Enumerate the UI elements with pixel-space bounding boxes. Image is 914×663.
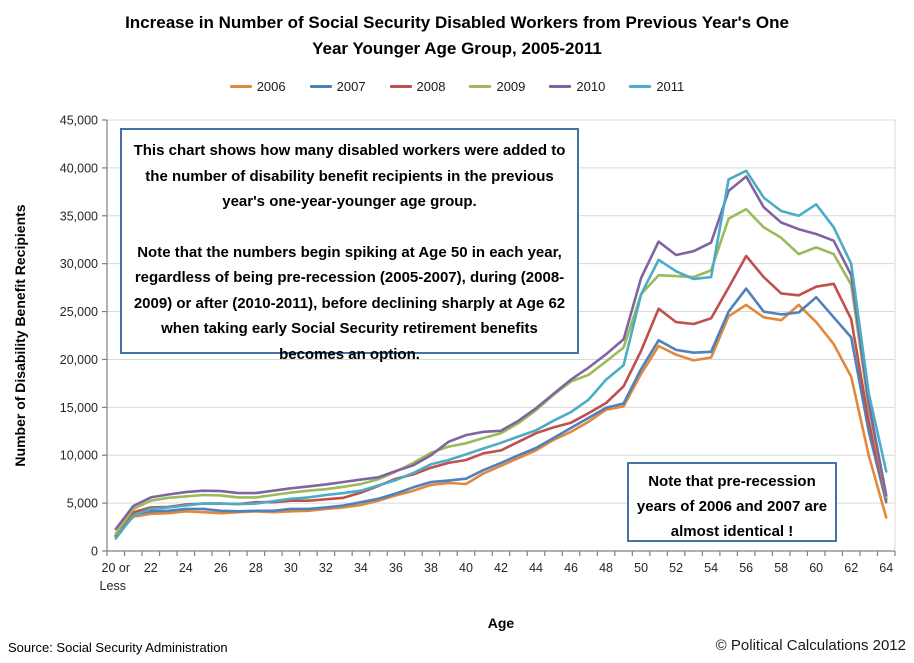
- x-tick-label-60: 60: [809, 561, 823, 575]
- x-tick-label-38: 38: [424, 561, 438, 575]
- legend-swatch-2006: [229, 85, 252, 88]
- legend-swatch-2010: [549, 85, 572, 88]
- x-tick-label-54: 54: [704, 561, 718, 575]
- legend-swatch-2011: [629, 85, 652, 88]
- y-tick-label-10000: 10,000: [60, 449, 98, 463]
- x-tick-label-40: 40: [459, 561, 473, 575]
- y-tick-label-30000: 30,000: [60, 257, 98, 271]
- y-axis-title: Number of Disability Benefit Recipients: [12, 204, 28, 466]
- x-tick-label-62: 62: [844, 561, 858, 575]
- x-tick-label-50: 50: [634, 561, 648, 575]
- legend-swatch-2008: [389, 85, 412, 88]
- legend-item-2009: 2009: [469, 79, 525, 94]
- y-tick-label-35000: 35,000: [60, 209, 98, 223]
- x-tick-label-30: 30: [284, 561, 298, 575]
- annotation-box-secondary: Note that pre-recession years of 2006 an…: [627, 462, 837, 542]
- annotation-main-paragraph-1: This chart shows how many disabled worke…: [133, 142, 566, 210]
- x-tick-label-20-or-less: 20 or: [102, 561, 131, 575]
- x-tick-label-52: 52: [669, 561, 683, 575]
- legend-swatch-2009: [469, 85, 492, 88]
- chart-title-line2: Year Younger Age Group, 2005-2011: [312, 39, 602, 58]
- legend-item-2007: 2007: [309, 79, 366, 94]
- series-line-2007: [114, 287, 888, 538]
- y-tick-label-40000: 40,000: [60, 161, 98, 175]
- annotation-box-main: This chart shows how many disabled worke…: [120, 128, 579, 363]
- annotation-secondary-text: Note that pre-recession years of 2006 an…: [636, 473, 828, 540]
- x-tick-label-32: 32: [319, 561, 333, 575]
- x-tick-label-34: 34: [354, 561, 368, 575]
- legend-item-2006: 2006: [229, 79, 286, 94]
- legend-label-2011: 2011: [656, 79, 685, 94]
- annotation-main-paragraph-2: Note that the numbers begin spiking at A…: [133, 243, 566, 363]
- legend-item-2011: 2011: [629, 79, 684, 94]
- legend-label-2008: 2008: [416, 79, 446, 94]
- x-tick-label-22: 22: [144, 561, 158, 575]
- legend-item-2010: 2010: [549, 79, 605, 94]
- source-note: Source: Social Security Administration: [8, 640, 228, 655]
- chart-title-line1: Increase in Number of Social Security Di…: [125, 13, 789, 32]
- series-line-2010: [114, 175, 888, 531]
- chart-legend: 2006 2007 2008 2009 2010 2011: [0, 79, 914, 94]
- series-line-2011: [114, 169, 888, 540]
- x-axis-title: Age: [488, 615, 515, 631]
- y-tick-label-0: 0: [91, 545, 98, 559]
- legend-label-2009: 2009: [496, 79, 526, 94]
- x-tick-label-42: 42: [494, 561, 508, 575]
- y-tick-label-20000: 20,000: [60, 353, 98, 367]
- x-tick-label-less-line2: Less: [100, 579, 126, 593]
- x-tick-label-56: 56: [739, 561, 753, 575]
- x-tick-label-46: 46: [564, 561, 578, 575]
- legend-label-2010: 2010: [576, 79, 606, 94]
- x-tick-label-26: 26: [214, 561, 228, 575]
- y-tick-label-45000: 45,000: [60, 114, 98, 128]
- x-tick-label-24: 24: [179, 561, 193, 575]
- copyright-note: © Political Calculations 2012: [715, 637, 906, 654]
- chart-title: Increase in Number of Social Security Di…: [0, 10, 914, 62]
- legend-label-2006: 2006: [256, 79, 286, 94]
- series-line-2009: [114, 207, 888, 536]
- y-tick-label-15000: 15,000: [60, 401, 98, 415]
- x-tick-label-44: 44: [529, 561, 543, 575]
- y-tick-label-25000: 25,000: [60, 305, 98, 319]
- y-tick-label-5000: 5,000: [67, 497, 98, 511]
- x-tick-label-64: 64: [879, 561, 893, 575]
- x-tick-label-36: 36: [389, 561, 403, 575]
- x-tick-label-48: 48: [599, 561, 613, 575]
- legend-swatch-2007: [309, 85, 332, 88]
- x-tick-label-58: 58: [774, 561, 788, 575]
- x-tick-label-28: 28: [249, 561, 263, 575]
- legend-item-2008: 2008: [389, 79, 446, 94]
- legend-label-2007: 2007: [336, 79, 366, 94]
